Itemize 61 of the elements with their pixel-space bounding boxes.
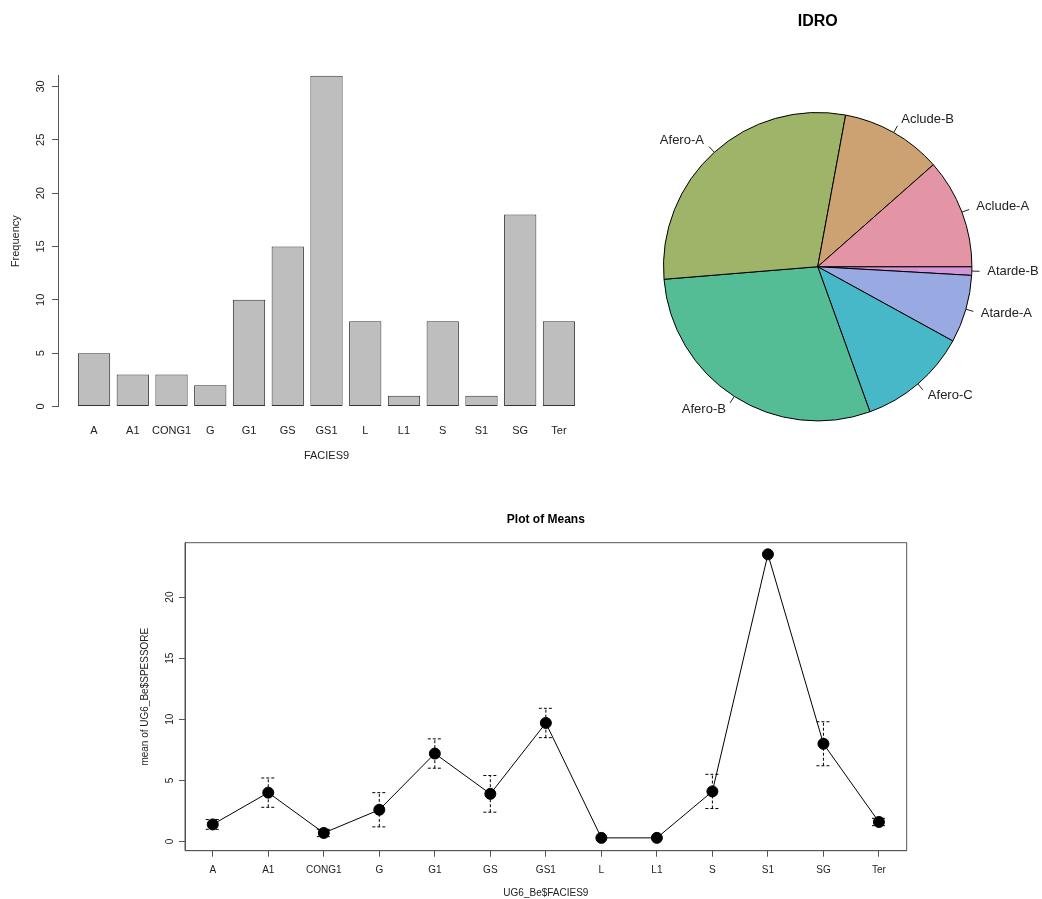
x-tick-label: L1 [651,864,663,876]
x-tick-label: A1 [262,864,275,876]
point [595,831,608,844]
y-tick-label: 0 [163,838,175,845]
slice-label: Afero-B [681,400,726,416]
x-tick-label: G [375,864,384,876]
point [706,785,719,798]
point [761,548,774,561]
x-tick-label: Ter [871,864,887,876]
x-tick-label: A1 [126,423,140,436]
y-axis-title: Frequency [9,214,22,268]
x-tick-label: G [205,423,215,436]
y-tick-label: 20 [163,591,175,603]
x-tick-label: G1 [428,864,442,876]
point [373,803,386,816]
y-tick-label: 0 [33,403,46,410]
slice-label: Atarde-A [980,305,1033,321]
x-tick-label: GS1 [315,423,338,436]
y-tick-label: 20 [33,187,46,200]
x-tick-label: CONG1 [151,423,192,436]
slice-label: Afero-A [659,132,705,148]
x-tick-label: S1 [761,864,775,876]
chart-title: Plot of Means [506,512,586,527]
y-tick-label: 25 [33,133,46,146]
y-tick-label: 15 [163,652,175,664]
slice-label: Aclude-A [976,198,1030,214]
point [262,786,275,799]
x-tick-label: GS [279,423,296,436]
y-tick-label: 5 [163,777,175,784]
slice-label: Atarde-B [987,263,1039,279]
x-tick-label: S [709,864,717,876]
x-tick-label: A [209,864,217,876]
point [539,716,552,729]
slice-label: Aclude-B [901,110,955,126]
x-axis-title: FACIES9 [303,449,350,462]
x-tick-label: GS1 [535,864,557,876]
point [817,737,830,750]
x-tick-label: CONG1 [306,864,343,876]
slice-label: Afero-C [927,387,973,403]
point [428,747,441,760]
x-tick-label: L [362,423,369,436]
chart-title: IDRO [797,12,838,30]
x-tick-label: SG [816,864,831,876]
point [650,831,663,844]
point [484,787,497,800]
x-tick-label: G1 [241,423,257,436]
x-tick-label: S1 [474,423,489,436]
y-axis-title: mean of UG6_Be$SPESSORE [138,627,150,766]
y-tick-label: 15 [33,240,46,253]
y-tick-label: 10 [163,713,175,725]
x-tick-label: A [90,423,99,436]
x-tick-label: L [598,864,605,876]
y-tick-label: 10 [33,293,46,306]
y-tick-label: 30 [33,80,46,93]
x-tick-label: GS [483,864,498,876]
x-axis-title: UG6_Be$FACIES9 [503,886,589,898]
x-tick-label: L1 [397,423,411,436]
x-tick-label: S [439,423,447,436]
y-tick-label: 5 [33,350,46,357]
x-tick-label: Ter [551,423,567,436]
x-tick-label: SG [512,423,529,436]
